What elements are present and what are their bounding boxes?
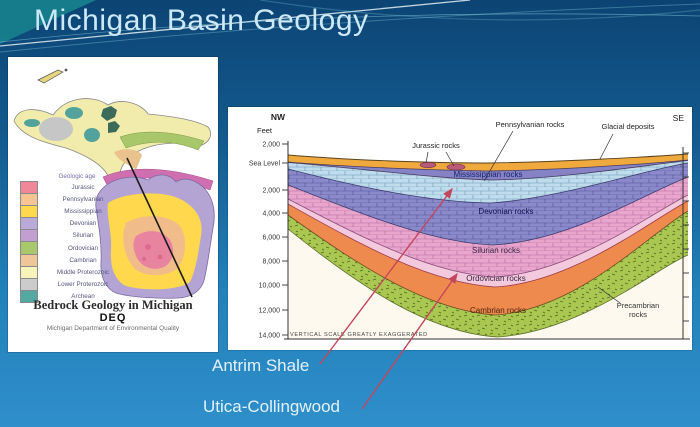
svg-text:Sea Level: Sea Level [249, 161, 281, 168]
cross-section-panel: 2,000 Sea Level 2,000 4,000 6,000 8,000 … [228, 107, 692, 350]
legend-swatch [20, 290, 38, 304]
svg-text:rocks: rocks [629, 310, 647, 319]
michigan-bedrock-map [13, 68, 215, 299]
legend-item-archean: Archean [20, 290, 128, 304]
label-mississippian-rocks: Mississippian rocks [454, 170, 523, 179]
direction-label-nw: NW [271, 112, 286, 122]
axis-unit-label: Feet [257, 126, 273, 135]
slide-title: Michigan Basin Geology [34, 4, 369, 37]
label-cambrian-rocks: Cambrian rocks [470, 306, 526, 315]
vertical-scale-footnote: VERTICAL SCALE GREATLY EXAGGERATED [290, 332, 428, 338]
label-glacial-deposits: Glacial deposits [602, 122, 655, 131]
svg-text:10,000: 10,000 [259, 283, 281, 290]
label-precambrian-rocks: Precambrian [617, 301, 660, 310]
antrim-shale-label: Antrim Shale [212, 356, 310, 375]
svg-text:6,000: 6,000 [262, 235, 280, 242]
svg-text:8,000: 8,000 [262, 259, 280, 266]
legend-item-mississippian: Mississippian [20, 204, 128, 219]
label-ordovician-rocks: Ordovician rocks [466, 274, 526, 283]
cross-section-trace-line [126, 157, 193, 298]
legend-item-lower-proterozoic: Lower Proterozoic [20, 278, 128, 292]
label-jurassic-rocks: Jurassic rocks [412, 141, 460, 150]
label-devonian-rocks: Devonian rocks [478, 207, 533, 216]
legend-title: Geologic age [58, 173, 96, 180]
layer-jurassic-lens [419, 162, 437, 168]
legend-item-devonian: Devonian [20, 217, 128, 231]
legend-item-pennsylvanian: Pennsylvanian [20, 192, 128, 206]
svg-text:14,000: 14,000 [259, 333, 281, 340]
axis-ticks [282, 143, 689, 336]
label-pennsylvanian-rocks: Pennsylvanian rocks [496, 120, 565, 129]
agency-name: Michigan Department of Environmental Qua… [46, 325, 180, 332]
deq-logo: DEQ [99, 312, 127, 324]
axis-tick-labels: 2,000 Sea Level 2,000 4,000 6,000 8,000 … [249, 142, 281, 340]
legend-item-jurassic: Jurassic [20, 180, 128, 194]
legend-item-silurian: Silurian [20, 229, 128, 243]
legend-item-cambrian: Cambrian [20, 253, 128, 267]
label-silurian-rocks: Silurian rocks [472, 246, 520, 255]
leader-lines [425, 130, 621, 304]
map-caption: Bedrock Geology in Michigan [33, 298, 193, 312]
svg-text:2,000: 2,000 [262, 142, 280, 149]
svg-text:2,000: 2,000 [262, 188, 280, 195]
map-legend: Geologic age Jurassic Pennsylvanian Miss… [20, 173, 128, 304]
legend-item-middle-proterozoic: Middle Proterozoic [20, 265, 128, 279]
svg-text:4,000: 4,000 [262, 211, 280, 218]
bedrock-geology-map-panel: Geologic age Jurassic Pennsylvanian Miss… [8, 57, 218, 352]
legend-item-ordovician: Ordovician [20, 241, 128, 255]
basin-cross-section-diagram: 2,000 Sea Level 2,000 4,000 6,000 8,000 … [249, 112, 690, 340]
utica-collingwood-label: Utica-Collingwood [203, 397, 341, 416]
svg-text:12,000: 12,000 [259, 308, 281, 315]
direction-label-se: SE [673, 113, 685, 123]
layer-jurassic-lens [446, 163, 466, 171]
